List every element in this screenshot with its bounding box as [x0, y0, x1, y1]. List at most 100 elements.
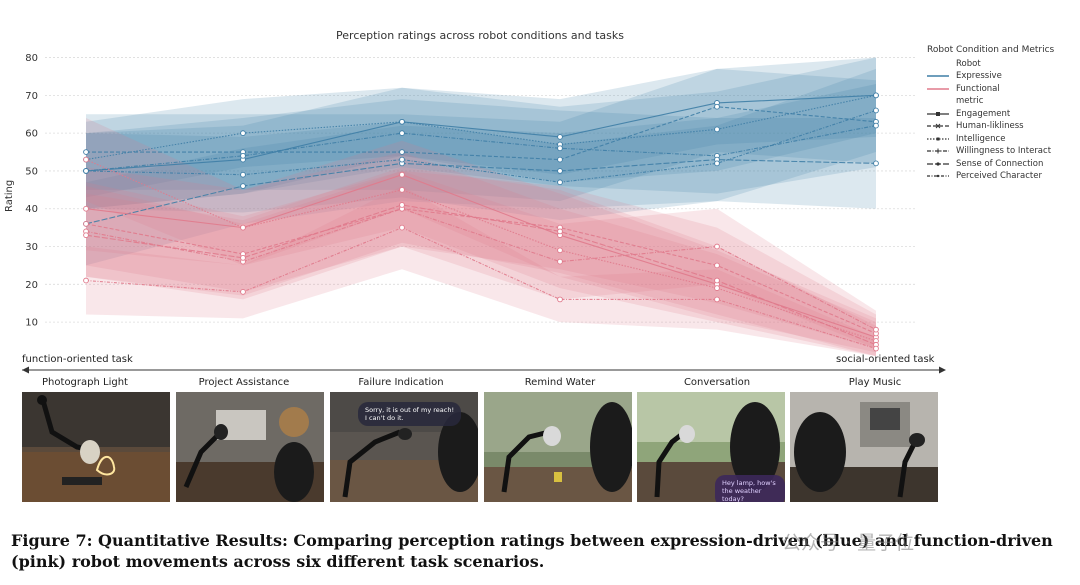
y-tick-label: 60 [25, 129, 38, 140]
data-point [83, 232, 89, 239]
data-point [83, 205, 89, 212]
speech-bubble-conversation: Hey lamp, how's the weather today? [715, 475, 785, 502]
y-tick-label: 20 [25, 280, 38, 291]
confidence-band [86, 84, 876, 209]
photo-remind-water [484, 392, 632, 502]
data-point [873, 326, 879, 333]
data-point [240, 224, 246, 231]
legend-metric-header: metric [956, 96, 984, 106]
data-point [557, 134, 563, 140]
legend-item-expressive: Expressive [927, 71, 1002, 81]
data-point [714, 126, 720, 133]
confidence-band [86, 57, 876, 198]
data-point [714, 285, 720, 291]
figure-caption: Figure 7: Quantitative Results: Comparin… [11, 531, 1053, 571]
data-point [873, 107, 879, 114]
arrow-right-head [939, 366, 946, 374]
chart-title: Perception ratings across robot conditio… [336, 29, 624, 42]
data-point [83, 220, 89, 227]
data-point [240, 171, 246, 178]
data-point [399, 149, 405, 155]
data-point [399, 186, 405, 193]
data-point [873, 122, 879, 129]
legend-robot-header: Robot [956, 58, 981, 69]
series-line [85, 174, 877, 338]
chart-area: 10 20 30 40 50 60 70 80 [22, 53, 946, 374]
data-point [557, 156, 563, 163]
data-point [83, 168, 89, 174]
data-point [240, 152, 246, 159]
series-line [85, 227, 877, 350]
data-point [714, 277, 720, 284]
data-point [399, 156, 405, 163]
legend: Robot Condition and Metrics Robot Expres… [927, 44, 1054, 183]
data-point [83, 277, 89, 284]
watermark: 公众号 · 量子位 [782, 532, 915, 554]
task-title-project-assistance: Project Assistance [198, 377, 290, 388]
legend-item-human-likliness: Human-likliness [927, 120, 1054, 133]
data-point [873, 92, 879, 99]
data-point [714, 160, 720, 167]
series-line [85, 208, 877, 331]
data-point [873, 345, 879, 352]
speech-bubble-failure: Sorry, it is out of my reach! I can't do … [358, 402, 462, 426]
data-point [240, 289, 246, 295]
data-point [399, 224, 405, 231]
series-line [85, 204, 877, 346]
data-point [873, 160, 879, 167]
data-point [557, 168, 563, 174]
legend-item-perceived-character: Perceived Character [927, 170, 1054, 183]
data-point [714, 296, 720, 303]
y-tick-label: 50 [25, 166, 38, 177]
legend-item-intelligence: Intelligence [927, 133, 1054, 146]
confidence-band [86, 170, 876, 349]
series-line [85, 208, 877, 334]
social-oriented-label: social-oriented task [836, 354, 935, 365]
confidence-band [86, 118, 876, 357]
data-point [240, 255, 246, 261]
series-line [85, 94, 877, 172]
y-axis-label: Rating [4, 179, 15, 212]
legend-title: Robot Condition and Metrics [927, 45, 1055, 55]
function-oriented-label: function-oriented task [22, 354, 133, 365]
y-tick-label: 40 [25, 204, 38, 215]
confidence-band [86, 68, 876, 202]
data-point [399, 118, 405, 125]
y-tick-label: 10 [25, 318, 38, 329]
legend-item-functional: Functional [927, 83, 1000, 94]
y-tick-label: 80 [25, 53, 38, 64]
data-point [240, 130, 246, 136]
photo-play-music [790, 392, 938, 502]
confidence-band [86, 186, 876, 357]
legend-item-engagement: Engagement [927, 108, 1054, 121]
data-point [557, 296, 563, 303]
data-point [83, 149, 89, 155]
data-point [557, 258, 563, 265]
task-title-remind-water: Remind Water [524, 377, 596, 388]
series-line [85, 109, 877, 183]
data-point [399, 171, 405, 178]
data-point [714, 103, 720, 110]
arrow-left-head [22, 366, 29, 374]
data-point [399, 130, 405, 136]
series-line [86, 106, 877, 161]
legend-item-willingness: Willingness to Interact [927, 145, 1054, 158]
task-title-conversation: Conversation [683, 377, 751, 388]
confidence-band [86, 68, 876, 221]
photo-photograph-light [22, 392, 170, 502]
data-point [83, 156, 89, 163]
photo-conversation: Hey lamp, how's the weather today? [637, 392, 785, 502]
photo-failure-indication: Sorry, it is out of my reach! I can't do … [330, 392, 478, 502]
task-title-photograph-light: Photograph Light [42, 377, 128, 388]
photo-project-assistance [176, 392, 324, 502]
data-point [557, 145, 563, 152]
legend-item-sense-of-connection: Sense of Connection [927, 158, 1054, 171]
data-point [557, 179, 563, 186]
y-tick-label: 30 [25, 242, 38, 253]
data-point [240, 183, 246, 189]
series-line [85, 159, 877, 225]
series-line [85, 94, 877, 161]
y-tick-label: 70 [25, 91, 38, 102]
data-point [557, 247, 563, 254]
series-line [85, 159, 877, 342]
